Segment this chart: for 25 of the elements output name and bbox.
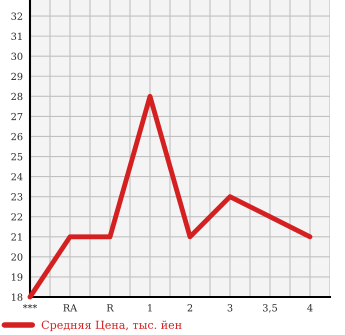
x-tick-label: 3,5 <box>263 304 277 313</box>
y-tick-label: 21 <box>11 233 22 240</box>
y-tick-label: 20 <box>11 253 22 261</box>
y-tick-label: 22 <box>11 213 22 220</box>
legend-label: Средняя Цена, тыс. йен <box>42 320 182 332</box>
y-tick-label: 31 <box>11 32 22 40</box>
y-tick-label: 28 <box>11 92 22 100</box>
x-tick-label: 2 <box>188 304 192 312</box>
y-tick-label: 24 <box>11 173 23 180</box>
y-tick-label: 30 <box>11 52 22 60</box>
x-tick-label: 1 <box>148 304 152 312</box>
x-tick-label: 4 <box>307 304 313 312</box>
x-tick-label: R <box>106 304 114 312</box>
y-tick-label: 29 <box>11 72 22 80</box>
y-tick-label: 23 <box>11 193 22 200</box>
y-tick-label: 26 <box>11 132 22 140</box>
y-tick-label: 19 <box>12 273 22 281</box>
x-tick-label: *** <box>22 304 38 309</box>
y-tick-label: 25 <box>11 153 22 160</box>
line-series <box>28 94 312 300</box>
x-tick-label: 3 <box>228 304 232 312</box>
x-tick-label: RA <box>63 304 78 312</box>
y-tick-label: 18 <box>12 293 22 301</box>
y-tick-label: 27 <box>11 112 22 120</box>
y-tick-label: 32 <box>11 12 22 20</box>
